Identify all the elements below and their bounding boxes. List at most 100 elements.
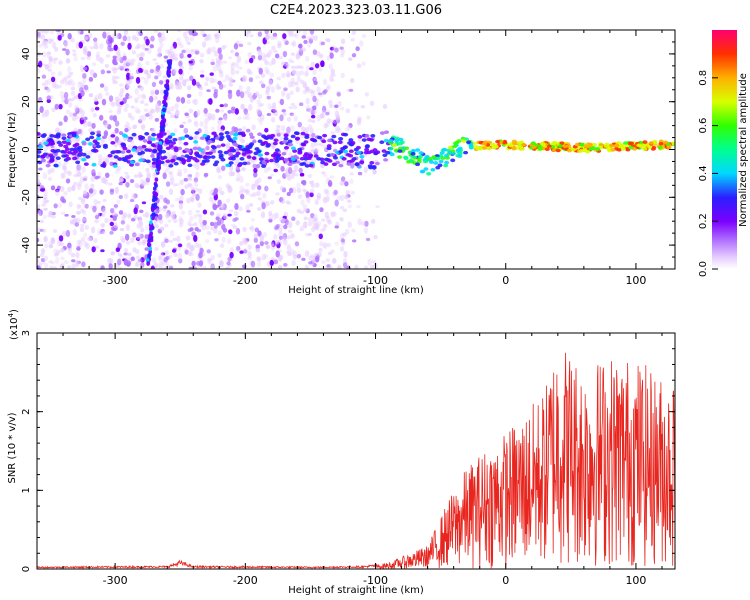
heatmap-cell (327, 138, 333, 143)
heatmap-cell (350, 190, 355, 195)
heatmap-cell (259, 103, 264, 107)
heatmap-cell (91, 162, 97, 167)
heatmap-cell (229, 146, 235, 151)
heatmap-cell (544, 147, 550, 152)
heatmap-cell (38, 30, 43, 35)
heatmap-cell (307, 232, 312, 236)
x-tick-label: -300 (103, 574, 128, 587)
heatmap-cell (283, 224, 288, 230)
heatmap-cell (69, 219, 75, 225)
heatmap-cell (196, 213, 201, 217)
heatmap-cell (137, 119, 143, 124)
heatmap-cell (194, 123, 199, 128)
heatmap-cell (257, 103, 262, 108)
heatmap-cell (284, 219, 290, 226)
heatmap-cell (140, 135, 146, 140)
heatmap-cell (339, 53, 345, 58)
heatmap-cell (346, 162, 352, 166)
heatmap-cell (127, 252, 132, 257)
heatmap-cell (314, 222, 319, 230)
heatmap-cell (45, 163, 51, 168)
heatmap-cell (50, 71, 56, 76)
heatmap-cell (262, 192, 267, 199)
heatmap-cell (301, 257, 306, 261)
heatmap-cell (73, 56, 79, 62)
heatmap-cell (154, 117, 160, 122)
heatmap-cell (238, 43, 243, 47)
heatmap-cell (195, 209, 200, 213)
heatmap-cell (163, 205, 168, 209)
heatmap-cell (247, 256, 252, 260)
heatmap-cell (120, 150, 126, 154)
heatmap-cell (89, 69, 95, 76)
heatmap-cell (391, 143, 397, 147)
heatmap-cell (310, 188, 315, 194)
heatmap-cell (258, 157, 264, 161)
heatmap-cell (185, 48, 190, 54)
heatmap-cell (270, 200, 275, 205)
heatmap-cell (261, 160, 267, 165)
heatmap-cell (288, 152, 293, 157)
heatmap-cell (46, 51, 52, 55)
heatmap-cell (301, 142, 307, 147)
heatmap-cell (614, 143, 620, 148)
heatmap-cell (290, 42, 295, 46)
heatmap-cell (340, 38, 346, 45)
heatmap-cell (323, 188, 329, 194)
heatmap-cell (239, 185, 244, 193)
heatmap-cell (154, 183, 158, 188)
heatmap-cell (624, 147, 630, 151)
heatmap-cell (305, 104, 311, 112)
heatmap-cell (265, 201, 270, 207)
heatmap-cell (150, 207, 155, 213)
heatmap-cell (47, 61, 52, 69)
heatmap-cell (40, 34, 46, 40)
heatmap-cell (46, 88, 51, 93)
heatmap-cell (218, 155, 224, 160)
heatmap-cell (319, 241, 324, 247)
heatmap-cell (276, 76, 281, 81)
heatmap-cell (90, 107, 95, 113)
heatmap-cell (140, 52, 146, 58)
heatmap-cell (63, 191, 68, 196)
heatmap-cell (321, 260, 326, 264)
heatmap-cell (311, 217, 317, 225)
heatmap-cell (169, 83, 174, 90)
heatmap-cell (246, 68, 252, 75)
heatmap-cell (279, 114, 284, 122)
heatmap-cell (169, 229, 175, 237)
heatmap-cell (42, 172, 48, 180)
heatmap-cell (80, 198, 86, 203)
heatmap-cell (91, 148, 97, 153)
heatmap-cell (312, 262, 317, 268)
heatmap-cell (142, 139, 148, 143)
heatmap-cell (253, 171, 258, 178)
heatmap-cell (290, 146, 296, 151)
heatmap-cell (159, 63, 165, 69)
heatmap-cell (140, 100, 145, 104)
heatmap-cell (260, 73, 266, 78)
heatmap-cell (139, 114, 144, 122)
heatmap-cell (176, 235, 181, 243)
heatmap-cell (190, 244, 195, 252)
heatmap-cell (261, 202, 266, 210)
heatmap-cell (204, 35, 210, 40)
heatmap-cell (84, 36, 89, 41)
heatmap-cell (275, 154, 281, 158)
heatmap-cell (127, 95, 133, 99)
heatmap-cell (312, 138, 318, 143)
heatmap-cell (290, 81, 295, 88)
heatmap-cell (67, 150, 73, 155)
heatmap-cell (99, 43, 104, 50)
heatmap-cell (230, 223, 236, 228)
heatmap-cell (537, 147, 543, 151)
heatmap-cell (213, 50, 219, 57)
heatmap-cell (166, 106, 171, 114)
heatmap-cell (361, 34, 367, 38)
heatmap-cell (74, 222, 80, 227)
heatmap-cell (43, 146, 48, 153)
heatmap-cell (136, 30, 141, 37)
heatmap-cell (160, 252, 166, 256)
heatmap-cell (151, 203, 155, 209)
heatmap-cell (263, 253, 269, 259)
